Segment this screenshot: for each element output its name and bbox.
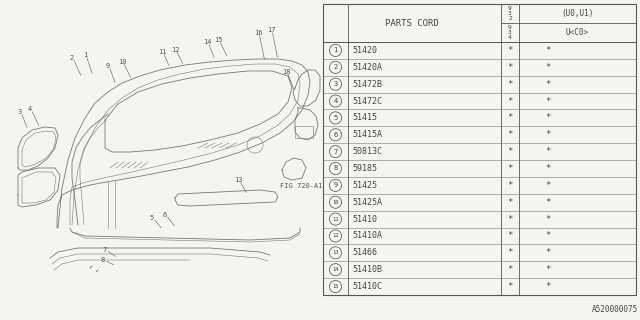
Text: 51415: 51415 [352,113,377,122]
Text: U<C0>: U<C0> [566,28,589,37]
Text: *: * [545,248,551,257]
Text: A520000075: A520000075 [592,305,638,314]
Text: 51410C: 51410C [352,282,382,291]
Text: 5: 5 [150,215,154,221]
Text: 8: 8 [101,257,105,263]
Text: *: * [545,113,551,122]
Text: 15: 15 [214,37,222,43]
Text: 51415A: 51415A [352,130,382,139]
Text: 3: 3 [333,81,338,87]
Text: 7: 7 [103,247,107,253]
Text: 10: 10 [332,200,339,205]
Text: *: * [545,198,551,207]
Text: 7: 7 [333,148,338,155]
Text: *: * [545,97,551,106]
Text: PARTS CORD: PARTS CORD [385,19,439,28]
Text: *: * [545,181,551,190]
Text: *: * [508,198,513,207]
Text: 13: 13 [234,177,243,183]
Text: *: * [545,164,551,173]
Text: 10: 10 [118,59,126,65]
Text: *: * [508,97,513,106]
Text: 12: 12 [332,234,339,238]
Text: 18: 18 [282,69,291,75]
Text: *: * [545,63,551,72]
Text: 9: 9 [333,182,338,188]
Text: 1: 1 [333,47,338,53]
Text: *: * [545,231,551,240]
Text: 4: 4 [28,106,32,112]
Text: 51466: 51466 [352,248,377,257]
Text: *: * [508,181,513,190]
Text: *: * [508,215,513,224]
Text: *: * [545,80,551,89]
Text: 17: 17 [267,27,275,33]
Text: 9: 9 [106,63,110,69]
Text: 51410A: 51410A [352,231,382,240]
Text: 51425: 51425 [352,181,377,190]
Text: 11: 11 [157,49,166,55]
Text: 11: 11 [332,217,339,222]
Text: *: * [508,46,513,55]
Text: 14: 14 [332,267,339,272]
Text: 51410: 51410 [352,215,377,224]
Text: *: * [508,248,513,257]
Text: 12: 12 [171,47,179,53]
Text: 13: 13 [332,250,339,255]
Text: FIG 720-A1: FIG 720-A1 [280,183,323,189]
Text: 50813C: 50813C [352,147,382,156]
Text: 51425A: 51425A [352,198,382,207]
Text: 1: 1 [83,52,87,58]
Text: *: * [545,46,551,55]
Text: *: * [545,282,551,291]
Text: *: * [545,130,551,139]
Text: 6: 6 [333,132,338,138]
Text: 14: 14 [203,39,211,45]
Bar [295,126,313,138]
Text: *: * [508,231,513,240]
Text: 51472C: 51472C [352,97,382,106]
Text: 59185: 59185 [352,164,377,173]
Text: *: * [508,265,513,274]
Text: 8: 8 [333,165,338,172]
Bar [323,4,636,295]
Text: 6: 6 [163,212,167,218]
Text: 51410B: 51410B [352,265,382,274]
Text: *: * [508,147,513,156]
Text: *: * [545,215,551,224]
Text: *: * [508,130,513,139]
Text: 5: 5 [333,115,338,121]
Text: 16: 16 [253,30,262,36]
Text: *: * [545,147,551,156]
Text: *: * [545,265,551,274]
Text: 51472B: 51472B [352,80,382,89]
Text: 51420: 51420 [352,46,377,55]
Text: 2: 2 [333,64,338,70]
Text: *: * [508,164,513,173]
Text: 9
3
4: 9 3 4 [508,25,512,40]
Text: 3: 3 [18,109,22,115]
Text: 51420A: 51420A [352,63,382,72]
Text: (U0,U1): (U0,U1) [561,9,594,18]
Text: *: * [508,80,513,89]
Text: 9
3
2: 9 3 2 [508,6,512,20]
Text: *: * [508,113,513,122]
Text: 2: 2 [70,55,74,61]
Text: *: * [508,63,513,72]
Text: 4: 4 [333,98,338,104]
Text: 15: 15 [332,284,339,289]
Text: *: * [508,282,513,291]
